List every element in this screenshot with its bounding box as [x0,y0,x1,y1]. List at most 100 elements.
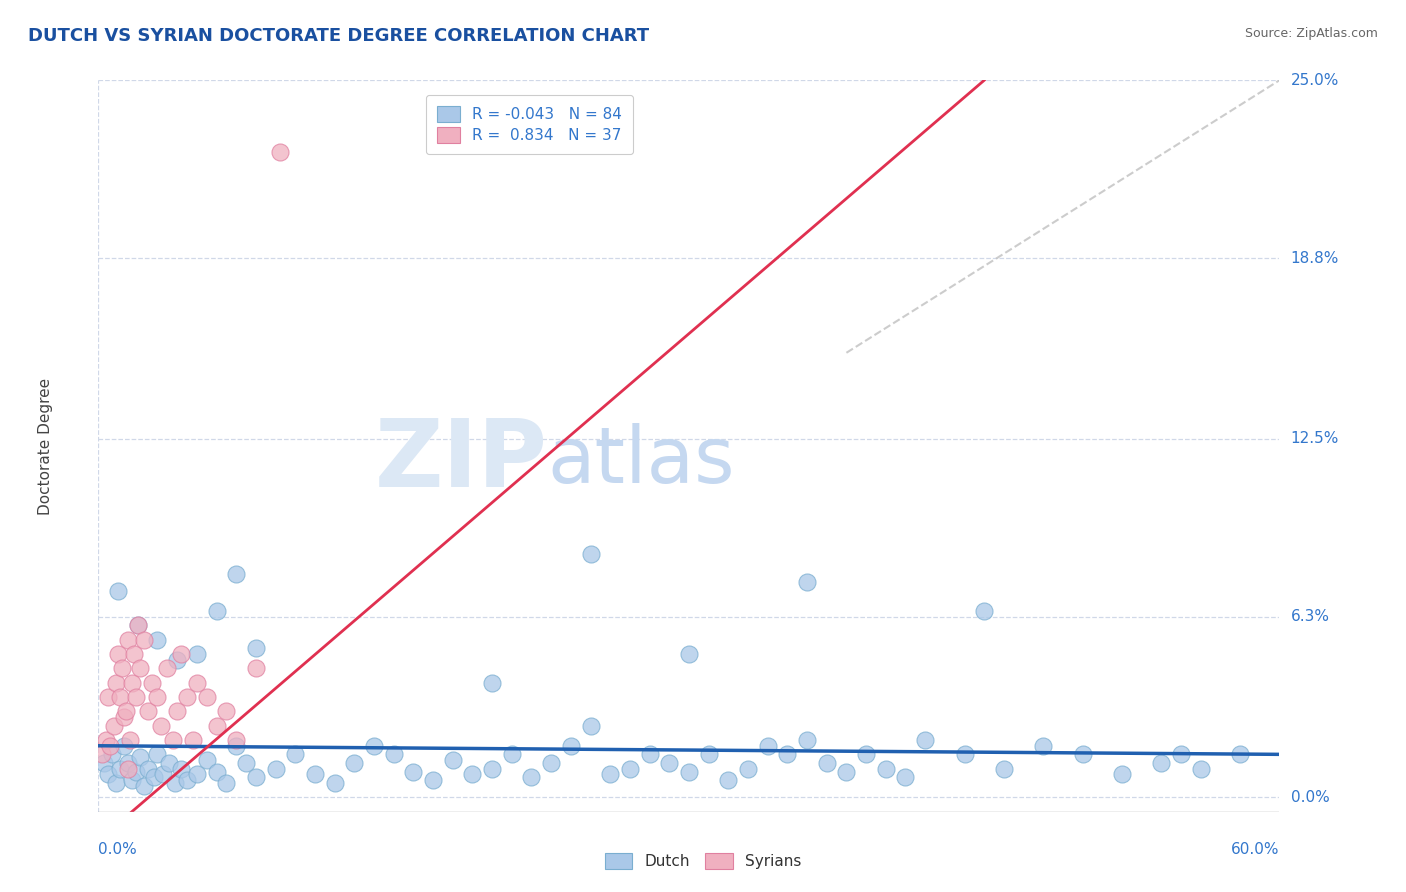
Point [579,547,602,561]
Point [146,632,169,647]
Point [98,739,121,753]
Point [501,747,523,762]
Point [93,756,115,770]
Point [225,566,247,581]
Point [402,764,425,779]
Text: 0.0%: 0.0% [98,842,138,857]
Point [914,733,936,747]
Point [97,767,120,781]
Point [141,675,163,690]
Point [269,145,291,159]
Point [117,762,139,776]
Point [756,739,779,753]
Point [579,719,602,733]
Text: 0.0%: 0.0% [1291,790,1329,805]
Point [796,733,818,747]
Point [132,632,155,647]
Point [875,762,897,776]
Point [176,773,198,788]
Point [1071,747,1094,762]
Text: 6.3%: 6.3% [1291,609,1330,624]
Point [1150,756,1173,770]
Point [146,747,169,762]
Point [235,756,257,770]
Point [855,747,877,762]
Point [91,747,114,762]
Text: 25.0%: 25.0% [1291,73,1339,87]
Point [125,690,148,704]
Point [619,762,641,776]
Point [245,641,267,656]
Point [97,690,120,704]
Point [112,739,135,753]
Point [121,773,143,788]
Point [205,604,228,618]
Point [186,767,208,781]
Point [108,690,131,704]
Point [205,719,228,733]
Point [422,773,444,788]
Text: 60.0%: 60.0% [1232,842,1279,857]
Point [894,770,917,784]
Point [157,756,180,770]
Point [142,770,165,784]
Point [737,762,759,776]
Point [441,753,464,767]
Point [658,756,681,770]
Point [125,764,148,779]
Point [107,647,129,661]
Point [560,739,582,753]
Point [118,733,141,747]
Point [638,747,661,762]
Point [156,661,179,675]
Point [225,733,247,747]
Point [697,747,720,762]
Point [96,733,118,747]
Point [152,767,174,781]
Point [264,762,287,776]
Text: Source: ZipAtlas.com: Source: ZipAtlas.com [1244,27,1378,40]
Point [599,767,621,781]
Point [215,704,238,718]
Point [121,675,143,690]
Point [105,675,128,690]
Point [103,719,125,733]
Text: DUTCH VS SYRIAN DOCTORATE DEGREE CORRELATION CHART: DUTCH VS SYRIAN DOCTORATE DEGREE CORRELA… [28,27,650,45]
Point [170,762,193,776]
Point [117,756,139,770]
Point [215,776,238,790]
Point [122,647,145,661]
Point [973,604,995,618]
Point [165,776,187,790]
Point [186,647,208,661]
Point [176,690,198,704]
Point [166,704,188,718]
Point [245,661,267,675]
Legend: R = -0.043   N = 84, R =  0.834   N = 37: R = -0.043 N = 84, R = 0.834 N = 37 [426,95,633,154]
Point [540,756,562,770]
Point [181,733,204,747]
Point [150,719,173,733]
Point [1189,762,1212,776]
Point [1229,747,1251,762]
Point [195,753,218,767]
Text: ZIP: ZIP [374,415,547,507]
Point [1111,767,1133,781]
Point [815,756,838,770]
Point [245,770,267,784]
Point [284,747,307,762]
Point [776,747,799,762]
Point [146,690,169,704]
Point [343,756,366,770]
Point [105,776,128,790]
Point [796,575,818,590]
Point [107,583,129,598]
Point [520,770,543,784]
Point [132,779,155,793]
Point [678,764,700,779]
Point [304,767,326,781]
Point [127,618,149,632]
Point [170,647,193,661]
Point [128,661,150,675]
Text: Doctorate Degree: Doctorate Degree [38,377,53,515]
